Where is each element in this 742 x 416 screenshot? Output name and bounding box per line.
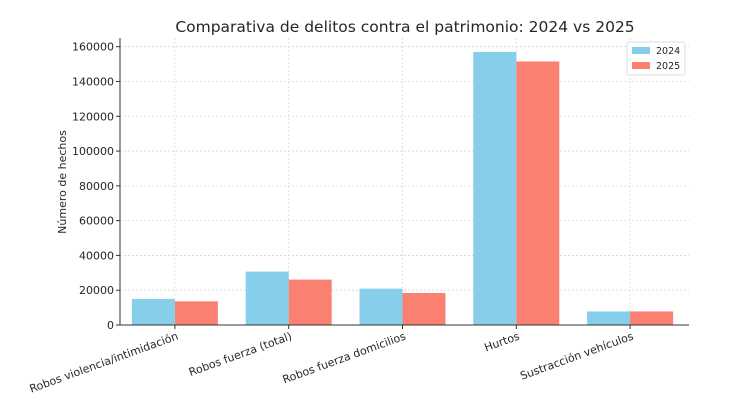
bar-2024 [473,51,517,325]
legend-label: 2025 [656,61,680,72]
y-tick-label: 160000 [72,41,114,54]
x-tick-label: Robos fuerza (total) [187,330,294,379]
bar-2025 [402,292,446,325]
bar-2024 [587,311,631,325]
bar-2025 [630,311,674,325]
chart-title: Comparativa de delitos contra el patrimo… [175,18,634,36]
x-tick-label: Sustracción vehículos [518,330,635,383]
y-tick-label: 60000 [79,215,114,228]
y-tick-label: 100000 [72,145,114,158]
legend-label: 2024 [656,46,680,57]
x-tick-label: Robos fuerza domicilios [281,330,408,387]
bar-2025 [288,279,332,325]
y-tick-label: 140000 [72,75,114,88]
bar-2025 [516,61,560,326]
bar-2025 [174,301,218,325]
y-axis-label: Número de hechos [56,130,69,234]
y-tick-label: 0 [107,319,114,332]
bar-2024 [131,298,175,325]
x-tick-label: Hurtos [483,330,522,355]
y-tick-label: 20000 [79,284,114,297]
bar-2024 [359,288,403,325]
y-tick-label: 120000 [72,110,114,123]
y-tick-label: 80000 [79,180,114,193]
bar-2024 [245,271,289,325]
y-tick-label: 40000 [79,249,114,262]
legend-swatch [632,62,650,69]
x-tick-label: Robos violencia/intimidación [28,330,180,396]
legend-swatch [632,47,650,54]
